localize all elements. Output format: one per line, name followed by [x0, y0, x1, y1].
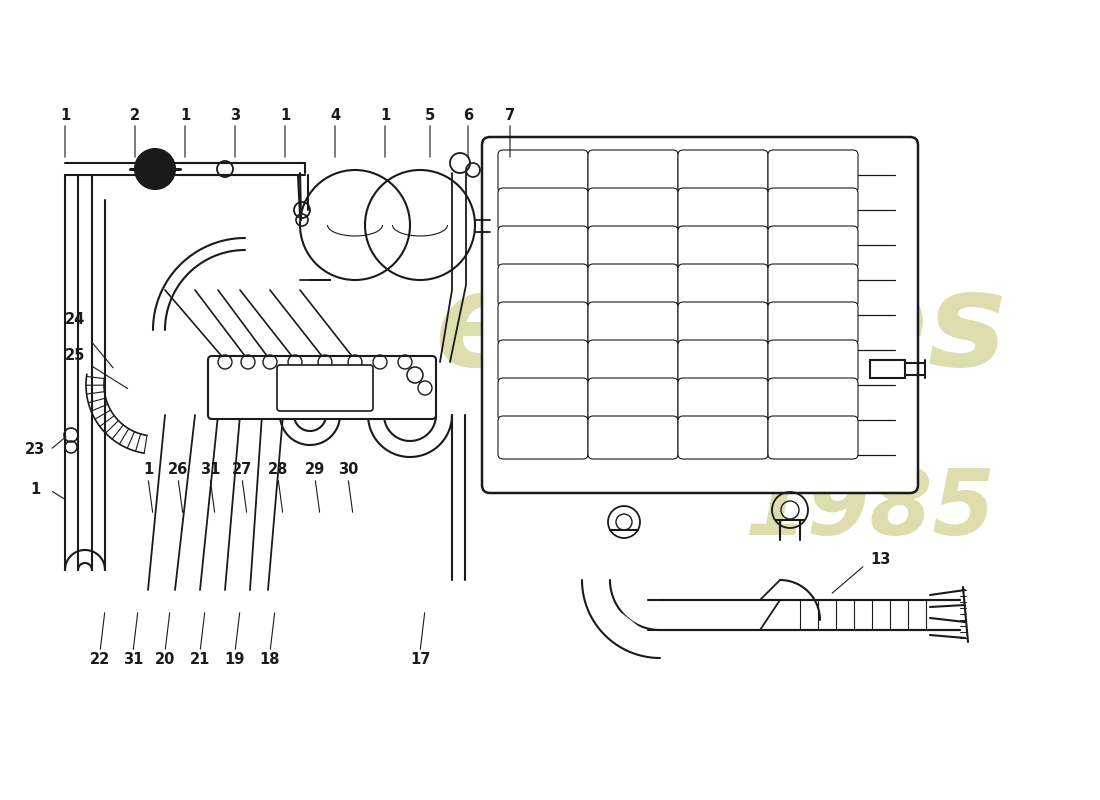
FancyBboxPatch shape [678, 188, 768, 231]
FancyBboxPatch shape [588, 340, 678, 383]
Text: 17: 17 [410, 653, 430, 667]
Text: 28: 28 [267, 462, 288, 478]
FancyBboxPatch shape [768, 416, 858, 459]
Text: 1: 1 [59, 107, 70, 122]
FancyBboxPatch shape [678, 264, 768, 307]
FancyBboxPatch shape [768, 302, 858, 345]
Text: 22: 22 [90, 653, 110, 667]
Text: 1985: 1985 [745, 466, 996, 554]
Polygon shape [596, 580, 660, 644]
FancyBboxPatch shape [768, 340, 858, 383]
FancyBboxPatch shape [588, 150, 678, 193]
Text: 1: 1 [180, 107, 190, 122]
Text: 1: 1 [143, 462, 153, 478]
Text: 18: 18 [260, 653, 280, 667]
Text: 27: 27 [232, 462, 252, 478]
FancyBboxPatch shape [768, 264, 858, 307]
Text: 20: 20 [155, 653, 175, 667]
FancyBboxPatch shape [678, 378, 768, 421]
FancyBboxPatch shape [498, 340, 588, 383]
FancyBboxPatch shape [498, 302, 588, 345]
FancyBboxPatch shape [678, 150, 768, 193]
FancyBboxPatch shape [498, 378, 588, 421]
Text: 26: 26 [168, 462, 188, 478]
Text: 19: 19 [224, 653, 245, 667]
Text: 5: 5 [425, 107, 436, 122]
FancyBboxPatch shape [498, 150, 588, 193]
FancyBboxPatch shape [208, 356, 436, 419]
Text: 3: 3 [230, 107, 240, 122]
Text: a passion for: a passion for [548, 407, 893, 453]
Text: 30: 30 [338, 462, 359, 478]
FancyBboxPatch shape [482, 137, 918, 493]
Circle shape [143, 157, 167, 181]
FancyBboxPatch shape [588, 302, 678, 345]
Text: 2: 2 [130, 107, 140, 122]
FancyBboxPatch shape [588, 264, 678, 307]
Text: 6: 6 [463, 107, 473, 122]
Text: 1: 1 [279, 107, 290, 122]
FancyBboxPatch shape [498, 264, 588, 307]
FancyBboxPatch shape [498, 416, 588, 459]
Text: 25: 25 [65, 347, 85, 362]
Text: 31: 31 [200, 462, 220, 478]
Circle shape [135, 149, 175, 189]
Text: 29: 29 [305, 462, 326, 478]
FancyBboxPatch shape [768, 378, 858, 421]
FancyBboxPatch shape [498, 226, 588, 269]
FancyBboxPatch shape [588, 226, 678, 269]
FancyBboxPatch shape [678, 302, 768, 345]
FancyBboxPatch shape [498, 188, 588, 231]
FancyBboxPatch shape [768, 188, 858, 231]
Text: 21: 21 [190, 653, 210, 667]
Text: 31: 31 [123, 653, 143, 667]
FancyBboxPatch shape [678, 416, 768, 459]
Text: 1: 1 [379, 107, 390, 122]
Text: 1: 1 [30, 482, 40, 498]
Text: 7: 7 [505, 107, 515, 122]
FancyBboxPatch shape [588, 416, 678, 459]
Text: 23: 23 [25, 442, 45, 458]
FancyBboxPatch shape [678, 340, 768, 383]
Text: eurores: eurores [433, 266, 1006, 394]
Text: 13: 13 [870, 553, 890, 567]
FancyBboxPatch shape [277, 365, 373, 411]
FancyBboxPatch shape [678, 226, 768, 269]
FancyBboxPatch shape [588, 378, 678, 421]
FancyBboxPatch shape [588, 188, 678, 231]
Text: 4: 4 [330, 107, 340, 122]
Text: 24: 24 [65, 313, 85, 327]
FancyBboxPatch shape [768, 226, 858, 269]
FancyBboxPatch shape [768, 150, 858, 193]
